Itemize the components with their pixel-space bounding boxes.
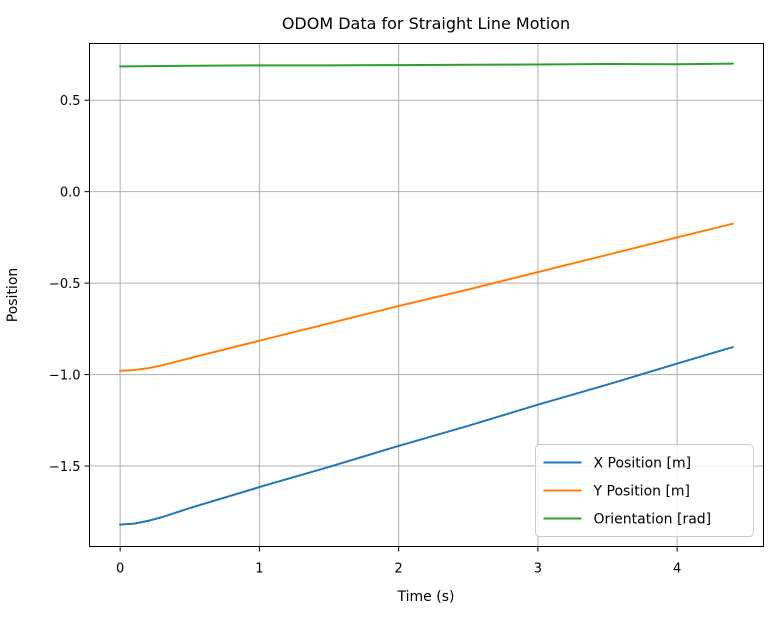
series-line-0 [119, 346, 734, 526]
y-tick-label-3: −1.0 [49, 369, 81, 384]
y-tick-label-1: 0.0 [60, 186, 81, 201]
series-line-2 [119, 62, 734, 68]
series-layer [119, 62, 734, 526]
series-line-1 [119, 222, 734, 372]
y-tick-label-0: 0.5 [60, 94, 81, 109]
x-tick-label-1: 1 [255, 562, 263, 577]
y-axis-label: Position [5, 268, 21, 323]
x-tick-label-4: 4 [673, 562, 681, 577]
ticks: 0 1 2 3 4 0.5 0.0 −0.5 −1.0 −1.5 [49, 94, 681, 576]
legend: X Position [m] Y Position [m] Orientation … [535, 444, 754, 537]
legend-label-1: Y Position [m] [593, 484, 691, 500]
chart-title: ODOM Data for Straight Line Motion [282, 14, 570, 33]
x-tick-label-0: 0 [116, 562, 124, 577]
x-tick-label-2: 2 [395, 562, 403, 577]
legend-label-0: X Position [m] [594, 456, 692, 472]
y-tick-label-4: −1.5 [49, 460, 81, 475]
legend-box [535, 444, 754, 537]
x-tick-label-3: 3 [534, 562, 542, 577]
legend-label-2: Orientation [rad] [594, 512, 712, 528]
x-axis-label: Time (s) [397, 589, 455, 605]
y-tick-label-2: −0.5 [49, 277, 81, 292]
plot-frame [89, 43, 764, 547]
